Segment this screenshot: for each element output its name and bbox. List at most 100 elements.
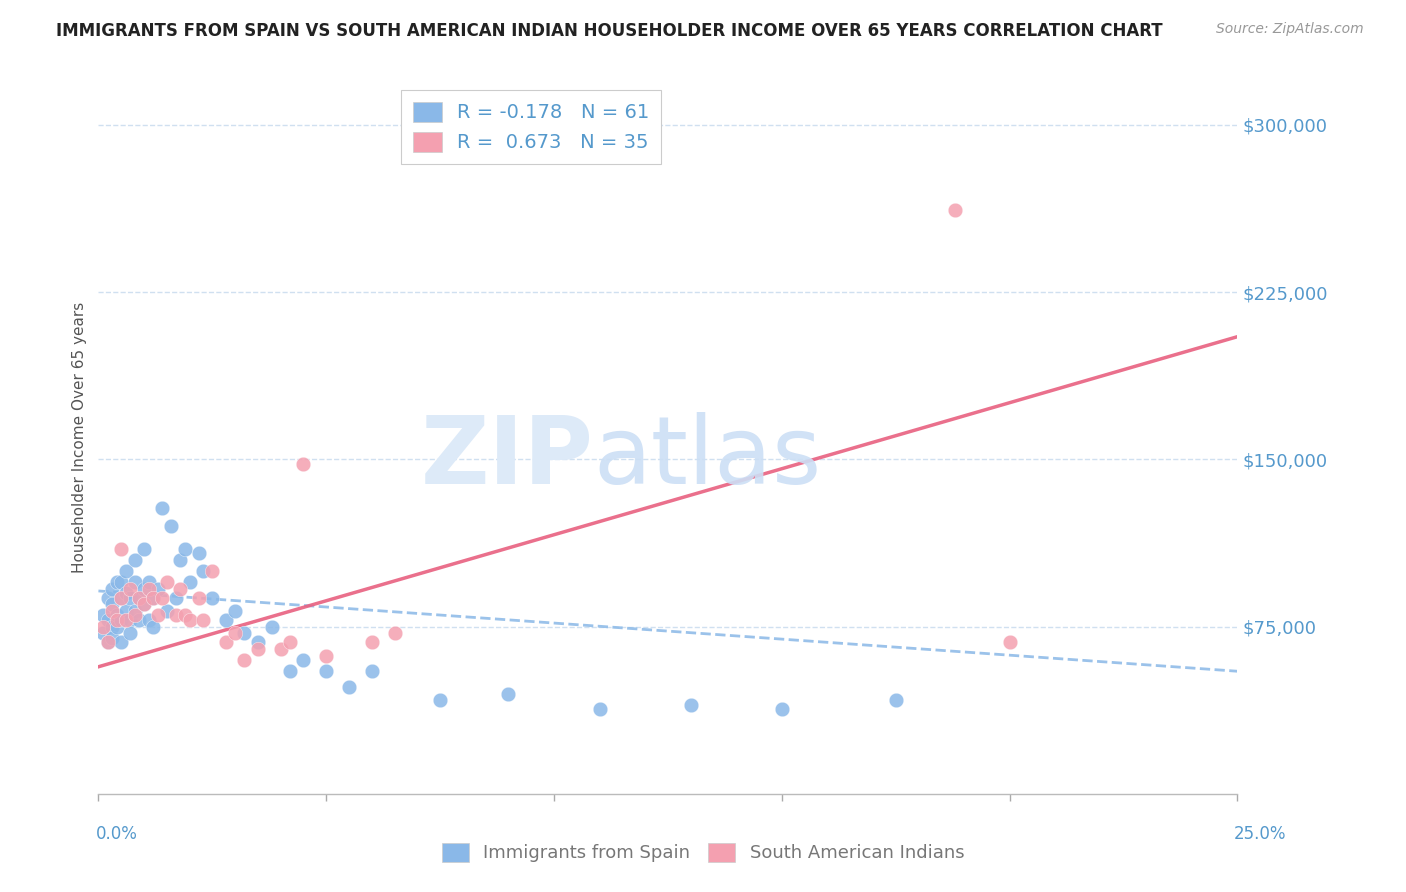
Point (128, 591, 150, 605)
Point (114, 604, 136, 618)
Point (174, 608, 197, 623)
Point (96, 635, 118, 649)
Point (138, 582, 160, 596)
Point (165, 608, 187, 623)
Point (91, 626, 114, 640)
Point (292, 457, 315, 471)
Point (120, 626, 142, 640)
Point (120, 582, 142, 596)
Point (193, 613, 215, 627)
Point (224, 604, 246, 618)
Point (360, 635, 382, 649)
Point (142, 619, 165, 633)
Legend: R = -0.178   N = 61, R =  0.673   N = 35: R = -0.178 N = 61, R = 0.673 N = 35 (401, 90, 661, 164)
Point (114, 586, 136, 600)
Point (215, 635, 238, 649)
Point (187, 546, 209, 560)
Point (120, 591, 142, 605)
Point (101, 631, 124, 645)
Point (884, 693, 907, 707)
Point (156, 604, 179, 618)
Point (110, 541, 132, 556)
Point (96, 613, 118, 627)
Y-axis label: Householder Income Over 65 years: Householder Income Over 65 years (72, 301, 87, 573)
Point (101, 619, 124, 633)
Point (96, 635, 118, 649)
Point (233, 626, 256, 640)
Point (429, 693, 451, 707)
Point (169, 552, 191, 567)
Point (128, 613, 150, 627)
Point (124, 604, 146, 618)
Point (498, 687, 520, 701)
Text: Source: ZipAtlas.com: Source: ZipAtlas.com (1216, 22, 1364, 37)
Point (588, 702, 610, 716)
Point (110, 574, 132, 589)
Point (101, 582, 124, 596)
Point (156, 574, 179, 589)
Point (278, 635, 301, 649)
Point (150, 501, 173, 516)
Point (160, 519, 183, 533)
Point (246, 635, 269, 649)
Point (278, 664, 301, 679)
Point (315, 648, 337, 663)
Point (233, 653, 256, 667)
Point (150, 591, 173, 605)
Text: ZIP: ZIP (420, 412, 593, 505)
Point (146, 608, 169, 623)
Point (105, 574, 128, 589)
Point (138, 574, 160, 589)
Point (187, 591, 209, 605)
Point (292, 653, 315, 667)
Point (998, 635, 1021, 649)
Point (132, 598, 155, 612)
Point (105, 613, 128, 627)
Point (270, 642, 292, 657)
Point (224, 626, 246, 640)
Point (124, 608, 146, 623)
Point (124, 574, 146, 589)
Point (132, 598, 155, 612)
Point (91, 619, 114, 633)
Legend: Immigrants from Spain, South American Indians: Immigrants from Spain, South American In… (434, 836, 972, 870)
Point (101, 604, 124, 618)
Point (110, 613, 132, 627)
Point (179, 613, 201, 627)
Point (360, 664, 382, 679)
Point (105, 608, 128, 623)
Point (215, 613, 238, 627)
Point (105, 619, 128, 633)
Point (110, 635, 132, 649)
Point (165, 591, 187, 605)
Point (128, 591, 150, 605)
Point (142, 591, 165, 605)
Point (260, 619, 283, 633)
Point (114, 613, 136, 627)
Point (179, 574, 201, 589)
Point (337, 680, 360, 694)
Point (101, 598, 124, 612)
Point (91, 608, 114, 623)
Point (124, 552, 146, 567)
Point (142, 591, 165, 605)
Point (246, 642, 269, 657)
Point (114, 564, 136, 578)
Point (120, 613, 142, 627)
Point (193, 564, 215, 578)
Point (138, 613, 160, 627)
Point (169, 582, 191, 596)
Point (132, 582, 155, 596)
Point (132, 541, 155, 556)
Point (770, 702, 793, 716)
Point (110, 591, 132, 605)
Point (201, 591, 224, 605)
Point (201, 564, 224, 578)
Point (146, 582, 169, 596)
Point (110, 591, 132, 605)
Point (174, 541, 197, 556)
Point (96, 591, 118, 605)
Point (384, 626, 406, 640)
Point (679, 698, 702, 712)
Point (943, 202, 966, 217)
